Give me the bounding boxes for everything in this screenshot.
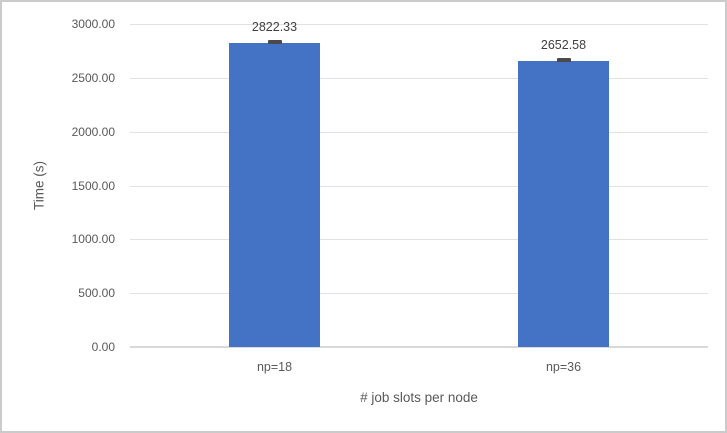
y-tick-label: 2500.00	[71, 70, 115, 85]
y-tick-label: 3000.00	[71, 17, 115, 31]
error-bar	[556, 58, 571, 63]
y-tick-label: 1000.00	[71, 232, 115, 247]
bar-value-label: 2822.33	[251, 20, 298, 35]
x-category-label: np=18	[256, 360, 293, 374]
error-bar	[267, 40, 282, 45]
gridline	[130, 77, 708, 79]
gridline	[130, 131, 708, 133]
bar	[518, 61, 609, 347]
gridline	[130, 239, 708, 241]
gridline	[130, 293, 708, 295]
y-tick-label: 1500.00	[71, 178, 115, 193]
y-tick-label: 500.00	[78, 286, 115, 301]
gridline	[130, 185, 708, 187]
plot-area	[130, 24, 708, 348]
x-axis-title: # job slots per node	[360, 390, 478, 405]
gridline	[130, 24, 708, 25]
x-category-label: np=36	[545, 360, 582, 374]
y-tick-label: 0.00	[91, 340, 115, 354]
bar	[229, 43, 320, 347]
bar-value-label: 2652.58	[540, 38, 587, 53]
x-axis-line	[130, 346, 708, 348]
y-tick-label: 2000.00	[71, 124, 115, 139]
